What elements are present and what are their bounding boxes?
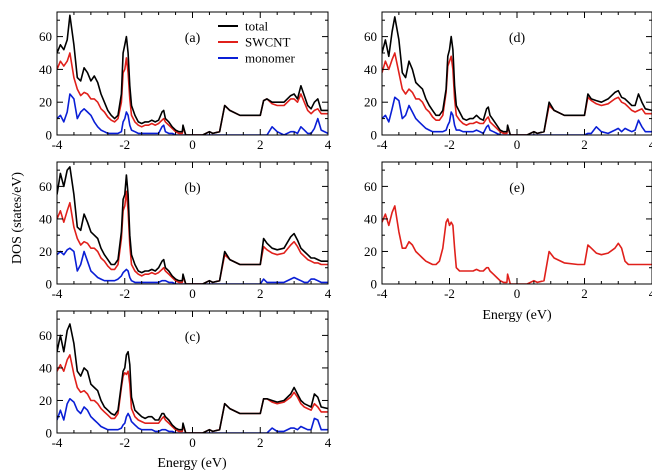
- panel-label: (b): [184, 181, 201, 196]
- y-tick-label: 20: [364, 244, 377, 259]
- y-tick-label: 0: [46, 277, 53, 292]
- x-tick-label: -2: [119, 286, 130, 301]
- y-tick-label: 0: [46, 426, 53, 441]
- y-tick-label: 40: [39, 211, 52, 226]
- y-axis-label: DOS (states/eV): [10, 172, 25, 264]
- x-tick-label: 4: [649, 137, 652, 152]
- series-group: [57, 14, 328, 135]
- y-tick-label: 20: [39, 95, 52, 110]
- x-tick-label: 4: [325, 137, 332, 152]
- series-line-total: [57, 166, 328, 284]
- panel-label: (e): [509, 181, 525, 196]
- x-tick-label: 2: [581, 137, 588, 152]
- series-line-swcnt: [382, 52, 652, 135]
- x-tick-label: 2: [257, 286, 264, 301]
- series-group: [57, 166, 328, 284]
- series-group: [382, 205, 652, 284]
- x-tick-label: -4: [377, 286, 388, 301]
- y-tick-label: 60: [39, 179, 52, 194]
- y-tick-label: 40: [39, 62, 52, 77]
- x-tick-label: 2: [581, 286, 588, 301]
- x-tick-label: -4: [52, 286, 63, 301]
- y-tick-label: 40: [39, 360, 52, 375]
- x-tick-label: 0: [189, 137, 196, 152]
- y-tick-label: 40: [364, 211, 377, 226]
- series-line-swcnt: [57, 52, 328, 135]
- panel-label: (d): [509, 31, 526, 46]
- y-tick-label: 20: [39, 393, 52, 408]
- series-line-monomer: [57, 93, 328, 135]
- legend-label-monomer: monomer: [245, 51, 295, 66]
- series-line-swcnt: [382, 205, 652, 284]
- legend-label-swcnt: SWCNT: [245, 35, 291, 50]
- series-line-total: [382, 16, 652, 135]
- x-tick-label: 0: [189, 435, 196, 450]
- series-line-monomer: [57, 398, 328, 433]
- series-line-total: [57, 14, 328, 135]
- y-tick-label: 60: [364, 179, 377, 194]
- x-axis-label-right: Energy (eV): [482, 308, 552, 323]
- x-tick-label: 4: [649, 286, 652, 301]
- series-group: [382, 16, 652, 135]
- series-line-swcnt: [57, 190, 328, 284]
- series-line-monomer: [57, 247, 328, 284]
- y-tick-label: 0: [371, 277, 378, 292]
- series-line-monomer: [382, 96, 652, 135]
- x-tick-label: -2: [119, 137, 130, 152]
- x-axis-label-left: Energy (eV): [157, 456, 227, 470]
- x-tick-label: -2: [119, 435, 130, 450]
- x-tick-label: -2: [444, 137, 455, 152]
- x-tick-label: 4: [325, 286, 332, 301]
- x-tick-label: 4: [325, 435, 332, 450]
- x-tick-label: 0: [514, 286, 521, 301]
- y-tick-label: 60: [364, 29, 377, 44]
- y-tick-label: 0: [46, 128, 53, 143]
- y-tick-label: 60: [39, 328, 52, 343]
- panel-label: (c): [185, 330, 201, 345]
- series-group: [57, 323, 328, 433]
- x-tick-label: -4: [52, 435, 63, 450]
- series-line-total: [57, 323, 328, 433]
- legend-label-total: total: [245, 19, 268, 34]
- x-tick-label: -4: [52, 137, 63, 152]
- y-tick-label: 0: [371, 128, 378, 143]
- x-tick-label: -2: [444, 286, 455, 301]
- panel-label: (a): [185, 31, 201, 46]
- y-tick-label: 40: [364, 62, 377, 77]
- x-tick-label: -4: [377, 137, 388, 152]
- x-tick-label: 0: [514, 137, 521, 152]
- x-tick-label: 0: [189, 286, 196, 301]
- y-tick-label: 60: [39, 29, 52, 44]
- x-tick-label: 2: [257, 137, 264, 152]
- series-line-swcnt: [57, 354, 328, 433]
- y-tick-label: 20: [39, 244, 52, 259]
- y-tick-label: 20: [364, 95, 377, 110]
- x-tick-label: 2: [257, 435, 264, 450]
